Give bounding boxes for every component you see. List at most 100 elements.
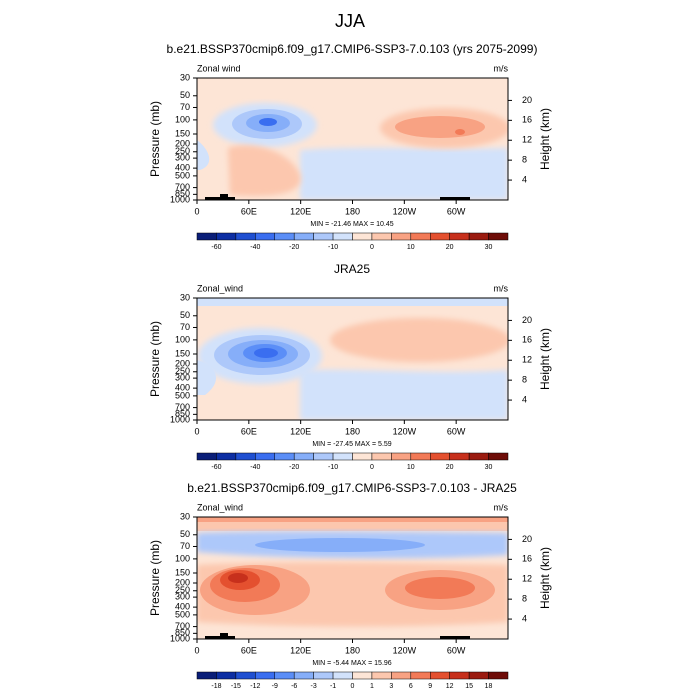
y-tick-label: 500 [175, 390, 190, 400]
colorbar-label: 20 [446, 244, 454, 251]
y-tick-label: 250 [175, 366, 190, 376]
colorbar-box [488, 452, 509, 461]
y2-tick-label: 20 [522, 315, 532, 325]
panel-title: JRA25 [334, 262, 370, 276]
x-tick-label: 180 [345, 645, 360, 655]
field-region [259, 118, 277, 126]
y2-tick-label: 20 [522, 95, 532, 105]
colorbar-box [410, 452, 431, 461]
field-region [228, 145, 301, 196]
y2-tick-label: 4 [522, 613, 527, 623]
y-tick-label: 500 [175, 170, 190, 180]
y2-tick-label: 16 [522, 335, 532, 345]
min-max: MIN = -21.46 MAX = 10.45 [310, 221, 393, 228]
field-region [300, 369, 508, 420]
units-label: m/s [494, 283, 509, 293]
colorbar-label: -6 [291, 683, 297, 690]
colorbar-box [488, 232, 509, 241]
topography [220, 194, 228, 197]
colorbar-box [352, 671, 373, 680]
colorbar-box [391, 671, 412, 680]
x-tick-label: 120E [290, 645, 311, 655]
y-tick-label: 30 [180, 292, 190, 302]
field-region [405, 577, 475, 599]
colorbar-box [371, 671, 392, 680]
colorbar-label: 9 [428, 683, 432, 690]
y-tick-label: 200 [175, 138, 190, 148]
colorbar-box [293, 671, 314, 680]
figure-title: JJA [335, 11, 365, 31]
y-tick-label: 700 [175, 621, 190, 631]
colorbar-label: -18 [211, 683, 221, 690]
colorbar-box [255, 671, 275, 680]
field-region [197, 140, 210, 170]
y-tick-label: 1000 [170, 194, 190, 204]
field-region [395, 116, 485, 138]
y-axis-label: Pressure (mb) [148, 321, 162, 397]
field-region [330, 318, 508, 362]
topography [440, 197, 470, 200]
topography [220, 633, 228, 636]
colorbar-box [371, 452, 392, 461]
y-tick-label: 300 [175, 152, 190, 162]
colorbar-box [332, 671, 353, 680]
colorbar-box [410, 232, 431, 241]
colorbar-box [391, 452, 412, 461]
colorbar-label: -10 [328, 464, 338, 471]
colorbar-box [468, 232, 489, 241]
y-tick-label: 300 [175, 591, 190, 601]
y-tick-label: 70 [180, 102, 190, 112]
y2-tick-label: 8 [522, 155, 527, 165]
colorbar-label: 20 [446, 464, 454, 471]
x-tick-label: 60W [447, 426, 466, 436]
x-tick-label: 0 [194, 426, 199, 436]
colorbar-box [293, 452, 314, 461]
x-tick-label: 120W [393, 426, 417, 436]
colorbar-box [488, 671, 509, 680]
y2-tick-label: 12 [522, 574, 532, 584]
y2-tick-label: 12 [522, 355, 532, 365]
y-tick-label: 70 [180, 541, 190, 551]
field-region [455, 129, 465, 135]
colorbar-box [274, 452, 295, 461]
x-tick-label: 120E [290, 426, 311, 436]
field-region [255, 538, 425, 552]
left-label: Zonal wind [197, 63, 241, 73]
colorbar-label: 15 [465, 683, 473, 690]
colorbar-label: -60 [211, 244, 221, 251]
colorbar-box [430, 671, 450, 680]
y-tick-label: 30 [180, 72, 190, 82]
colorbar-label: -9 [272, 683, 278, 690]
y-tick-label: 400 [175, 162, 190, 172]
colorbar-box [216, 232, 237, 241]
field-region [197, 517, 508, 522]
colorbar-label: -1 [330, 683, 336, 690]
contour-field [197, 298, 508, 420]
y-tick-label: 150 [175, 348, 190, 358]
y-tick-label: 850 [175, 628, 190, 638]
colorbar-box [196, 671, 217, 680]
colorbar-label: 10 [407, 464, 415, 471]
panel-title: b.e21.BSSP370cmip6.f09_g17.CMIP6-SSP3-7.… [167, 42, 538, 56]
field-region [254, 348, 278, 358]
colorbar-box [449, 452, 470, 461]
x-tick-label: 0 [194, 645, 199, 655]
colorbar-box [313, 671, 334, 680]
y-tick-label: 250 [175, 146, 190, 156]
colorbar-label: -20 [289, 244, 299, 251]
y-tick-label: 850 [175, 189, 190, 199]
colorbar-box [293, 232, 314, 241]
y-tick-label: 200 [175, 358, 190, 368]
y-axis-label: Pressure (mb) [148, 540, 162, 616]
y2-axis-label: Height (km) [538, 108, 552, 170]
colorbar-box [430, 452, 450, 461]
x-tick-label: 180 [345, 426, 360, 436]
y-tick-label: 100 [175, 553, 190, 563]
colorbar-box [196, 232, 217, 241]
colorbar-box [255, 452, 275, 461]
colorbar-box [196, 452, 217, 461]
colorbar-box [274, 232, 295, 241]
y2-tick-label: 8 [522, 594, 527, 604]
colorbar-label: -60 [211, 464, 221, 471]
y-tick-label: 500 [175, 609, 190, 619]
